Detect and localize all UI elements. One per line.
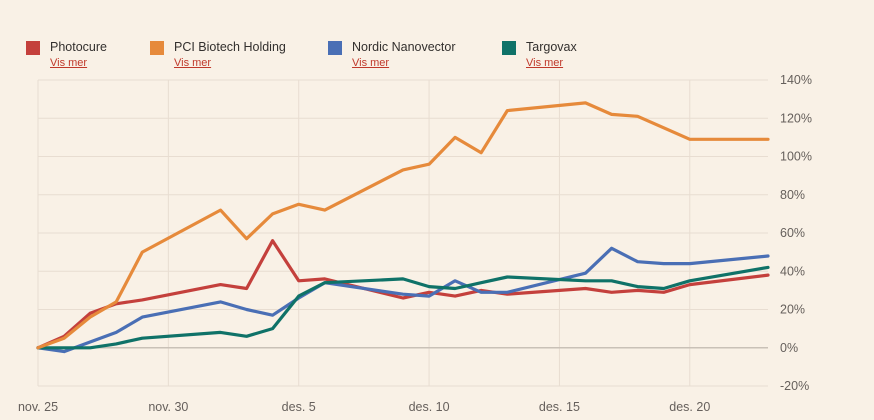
- vis-mer-link-pci-biotech[interactable]: Vis mer: [174, 57, 212, 69]
- legend-swatch-photocure: [26, 41, 40, 55]
- y-tick-label: 40%: [780, 264, 805, 278]
- legend-label-nordic-nanovector: Nordic Nanovector: [352, 40, 456, 54]
- vis-mer-link-nordic-nanovector[interactable]: Vis mer: [352, 57, 390, 69]
- legend-swatch-pci-biotech: [150, 41, 164, 55]
- x-tick-label: nov. 25: [18, 400, 58, 414]
- legend-label-pci-biotech: PCI Biotech Holding: [174, 40, 286, 54]
- series-line-pci-biotech-holding: [36, 101, 770, 350]
- y-tick-label: -20%: [780, 379, 809, 393]
- x-tick-label: des. 10: [409, 400, 450, 414]
- y-tick-label: 100%: [780, 150, 812, 164]
- vis-mer-link-photocure[interactable]: Vis mer: [50, 57, 88, 69]
- legend-swatch-targovax: [502, 41, 516, 55]
- vis-mer-link-targovax[interactable]: Vis mer: [526, 57, 564, 69]
- y-tick-label: 60%: [780, 226, 805, 240]
- x-tick-label: des. 5: [282, 400, 316, 414]
- x-tick-label: des. 15: [539, 400, 580, 414]
- series-line-nordic-nanovector: [36, 246, 770, 354]
- legend-label-photocure: Photocure: [50, 40, 107, 54]
- y-tick-label: 80%: [780, 188, 805, 202]
- legend-label-targovax: Targovax: [526, 40, 577, 54]
- x-tick-label: des. 20: [669, 400, 710, 414]
- y-tick-label: 120%: [780, 111, 812, 125]
- y-tick-label: 140%: [780, 73, 812, 87]
- y-axis-labels: 140% 120% 100% 80% 60% 40% 20% 0% -20%: [780, 73, 812, 393]
- series-line-targovax: [36, 265, 770, 350]
- y-tick-label: 0%: [780, 341, 798, 355]
- legend-swatch-nordic-nanovector: [328, 41, 342, 55]
- y-gridlines: [38, 79, 768, 387]
- x-axis-labels: nov. 25 nov. 30 des. 5 des. 10 des. 15 des. 2…: [18, 400, 710, 414]
- series-line-photocure: [36, 239, 770, 350]
- y-tick-label: 20%: [780, 303, 805, 317]
- x-tick-label: nov. 30: [148, 400, 188, 414]
- chart-legend: Photocure Vis mer PCI Biotech Holding Vi…: [0, 40, 874, 74]
- series-lines: [36, 101, 770, 354]
